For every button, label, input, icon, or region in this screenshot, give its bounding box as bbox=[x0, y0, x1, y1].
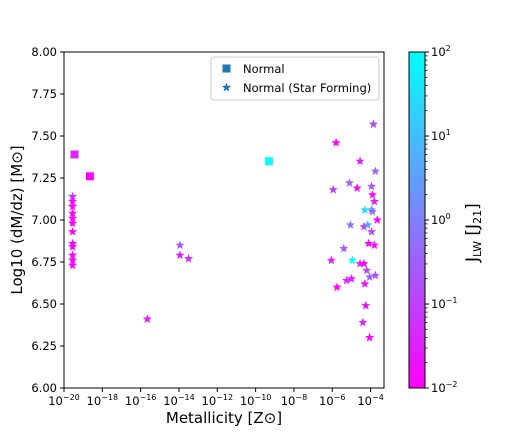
star-point bbox=[361, 300, 371, 310]
star-point bbox=[345, 220, 356, 229]
x-tick-label: 10−4 bbox=[357, 393, 383, 408]
colorbar-tick-label: 10−1 bbox=[431, 296, 457, 311]
legend-box bbox=[210, 56, 380, 101]
y-tick-label: 8.00 bbox=[31, 45, 57, 59]
colorbar-ticks: 102 101 100 10−1 10−2 bbox=[425, 44, 457, 395]
star-point bbox=[359, 221, 369, 231]
x-axis-label: Metallicity [Z⊙] bbox=[166, 409, 282, 427]
x-tick-label: 10−16 bbox=[125, 393, 157, 408]
colorbar-fill bbox=[408, 51, 426, 389]
colorbar-label-sub-lw: LW bbox=[471, 241, 484, 257]
colorbar-tick-label: 100 bbox=[431, 212, 451, 227]
star-point bbox=[358, 317, 368, 327]
star-point bbox=[342, 275, 352, 285]
x-axis-ticks: 10−20 10−18 10−16 10−14 10−12 10−10 10−8 10−6 10… bbox=[48, 388, 384, 408]
star-point bbox=[367, 190, 378, 199]
star-point bbox=[370, 270, 380, 280]
data-points bbox=[68, 119, 382, 342]
star-point bbox=[369, 240, 379, 250]
legend-label-normal: Normal bbox=[243, 62, 285, 76]
star-point bbox=[332, 282, 342, 292]
star-point bbox=[339, 243, 349, 253]
colorbar-label: JLW [J21] bbox=[463, 203, 484, 263]
y-tick-label: 6.50 bbox=[31, 297, 57, 311]
square-point bbox=[70, 150, 79, 159]
y-tick-label: 7.00 bbox=[31, 213, 57, 227]
x-tick-label: 10−14 bbox=[163, 393, 195, 408]
x-tick-label: 10−12 bbox=[202, 393, 234, 408]
star-point bbox=[68, 226, 78, 236]
colorbar-label-j: J bbox=[463, 257, 483, 263]
star-point bbox=[347, 255, 357, 265]
star-point bbox=[368, 119, 379, 129]
colorbar-label-end: ] bbox=[463, 203, 483, 210]
star-point bbox=[363, 220, 373, 229]
x-tick-label: 10−8 bbox=[281, 393, 307, 408]
star-point bbox=[68, 201, 78, 211]
star-point bbox=[359, 258, 369, 268]
star-point bbox=[68, 213, 78, 223]
y-axis-label: Log10 (dM/dz) [M⊙] bbox=[8, 145, 26, 294]
star-point bbox=[346, 274, 356, 283]
legend-square-marker bbox=[222, 64, 231, 73]
square-point bbox=[85, 172, 94, 181]
star-point bbox=[175, 250, 185, 260]
colorbar-label-bracket: [J bbox=[463, 224, 483, 241]
star-point bbox=[370, 166, 380, 176]
legend: Normal Normal (Star Forming) bbox=[210, 56, 380, 101]
star-point bbox=[360, 205, 370, 214]
star-point bbox=[372, 215, 382, 224]
star-point bbox=[365, 332, 375, 342]
star-point bbox=[344, 178, 355, 187]
y-tick-label: 6.00 bbox=[31, 381, 57, 395]
y-tick-label: 6.25 bbox=[31, 339, 57, 353]
star-point bbox=[365, 272, 375, 281]
star-point bbox=[68, 260, 78, 270]
star-point bbox=[366, 226, 377, 236]
y-tick-label: 7.25 bbox=[31, 171, 57, 185]
star-point bbox=[68, 242, 78, 251]
star-point bbox=[367, 206, 378, 216]
star-point bbox=[68, 250, 78, 260]
plot-frame bbox=[63, 51, 385, 389]
star-point bbox=[68, 208, 78, 218]
x-tick-label: 10−10 bbox=[240, 393, 272, 408]
colorbar-tick-label: 10−2 bbox=[431, 380, 457, 395]
star-point bbox=[183, 253, 194, 263]
y-tick-label: 7.75 bbox=[31, 87, 57, 101]
star-point bbox=[331, 137, 341, 147]
star-point bbox=[366, 181, 377, 191]
y-axis-ticks: 6.00 6.25 6.50 6.75 7.00 7.25 7.50 7.75 8.00 bbox=[31, 45, 64, 395]
star-point bbox=[326, 255, 336, 265]
y-tick-label: 6.75 bbox=[31, 255, 57, 269]
x-tick-label: 10−20 bbox=[48, 393, 80, 408]
star-point bbox=[68, 255, 78, 265]
square-point bbox=[265, 157, 274, 166]
colorbar: 102 101 100 10−1 10−2 JLW [J21] bbox=[408, 44, 484, 395]
star-point bbox=[68, 218, 78, 228]
x-tick-label: 10−18 bbox=[87, 393, 119, 408]
star-point bbox=[68, 196, 78, 206]
colorbar-tick-label: 102 bbox=[431, 44, 451, 59]
star-point bbox=[355, 258, 365, 268]
star-point bbox=[362, 265, 372, 275]
star-point bbox=[352, 183, 362, 192]
star-point bbox=[328, 184, 338, 194]
legend-star-marker bbox=[221, 82, 232, 92]
star-point bbox=[364, 238, 374, 248]
star-point bbox=[142, 314, 152, 323]
y-tick-label: 7.50 bbox=[31, 129, 57, 143]
legend-label-star-forming: Normal (Star Forming) bbox=[243, 81, 371, 95]
star-point bbox=[360, 279, 370, 288]
star-point bbox=[355, 156, 365, 166]
colorbar-label-sub-21: 21 bbox=[471, 210, 484, 224]
star-point bbox=[68, 191, 78, 201]
colorbar-tick-label: 101 bbox=[431, 128, 451, 143]
star-point bbox=[175, 240, 185, 250]
x-tick-label: 10−6 bbox=[319, 393, 345, 408]
star-point bbox=[369, 196, 379, 206]
